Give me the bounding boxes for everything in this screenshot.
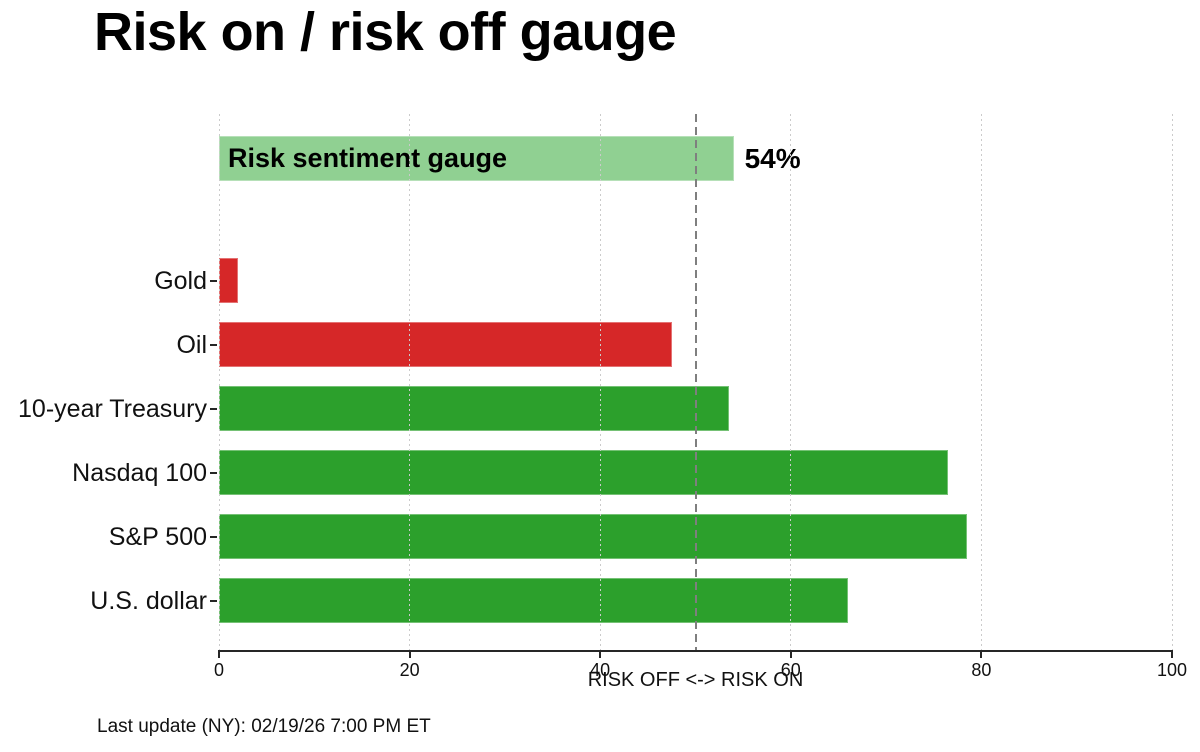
gridline-20 xyxy=(409,114,411,650)
bar-u-s-dollar xyxy=(219,578,848,623)
gridline-100 xyxy=(1171,114,1173,650)
x-tick-20 xyxy=(408,650,411,658)
x-tick-label-40: 40 xyxy=(590,660,611,680)
gauge-bar-label: Risk sentiment gauge xyxy=(228,143,508,173)
gridline-0 xyxy=(218,114,220,650)
bar-gold xyxy=(219,258,239,303)
y-axis-label-10-year-treasury: 10-year Treasury xyxy=(18,394,207,423)
x-tick-label-0: 0 xyxy=(213,660,225,680)
gridline-80 xyxy=(980,114,982,650)
reference-line-50 xyxy=(694,114,697,650)
y-tick-10-year-treasury xyxy=(210,407,217,410)
bar-10-year-treasury xyxy=(219,386,729,431)
y-tick-u-s-dollar xyxy=(210,599,217,602)
plot-area: 0 20 40 60 80 100 Risk sentiment gauge 54% Gold O… xyxy=(18,114,1187,680)
chart-title: Risk on / risk off gauge xyxy=(94,2,677,62)
gauge-bar: Risk sentiment gauge xyxy=(219,136,734,181)
x-tick-label-80: 80 xyxy=(971,660,992,680)
bar-s-p-500 xyxy=(219,514,968,559)
y-tick-nasdaq-100 xyxy=(210,471,217,474)
x-tick-80 xyxy=(980,650,983,658)
y-axis-label-u-s-dollar: U.S. dollar xyxy=(90,586,207,615)
y-axis-label-s-p-500: S&P 500 xyxy=(108,522,207,551)
x-tick-40 xyxy=(599,650,602,658)
x-tick-label-60: 60 xyxy=(780,660,801,680)
y-tick-gold xyxy=(210,279,217,282)
x-tick-100 xyxy=(1171,650,1173,658)
y-axis-label-oil: Oil xyxy=(176,330,207,359)
gauge-value-label: 54% xyxy=(744,143,801,174)
last-update-note: Last update (NY): 02/19/26 7:00 PM ET xyxy=(97,716,431,737)
x-axis-label: RISK OFF <-> RISK ON xyxy=(587,669,804,691)
bar-oil xyxy=(219,322,672,367)
y-tick-oil xyxy=(210,343,217,346)
x-tick-0 xyxy=(218,650,220,658)
x-tick-60 xyxy=(789,650,792,658)
y-tick-s-p-500 xyxy=(210,535,217,538)
y-axis-label-nasdaq-100: Nasdaq 100 xyxy=(72,458,207,487)
y-axis-label-gold: Gold xyxy=(154,266,207,295)
bar-nasdaq-100 xyxy=(219,450,949,495)
x-tick-label-20: 20 xyxy=(399,660,420,680)
gridline-60 xyxy=(790,114,792,650)
gridline-40 xyxy=(599,114,601,650)
x-tick-label-100: 100 xyxy=(1156,660,1188,680)
